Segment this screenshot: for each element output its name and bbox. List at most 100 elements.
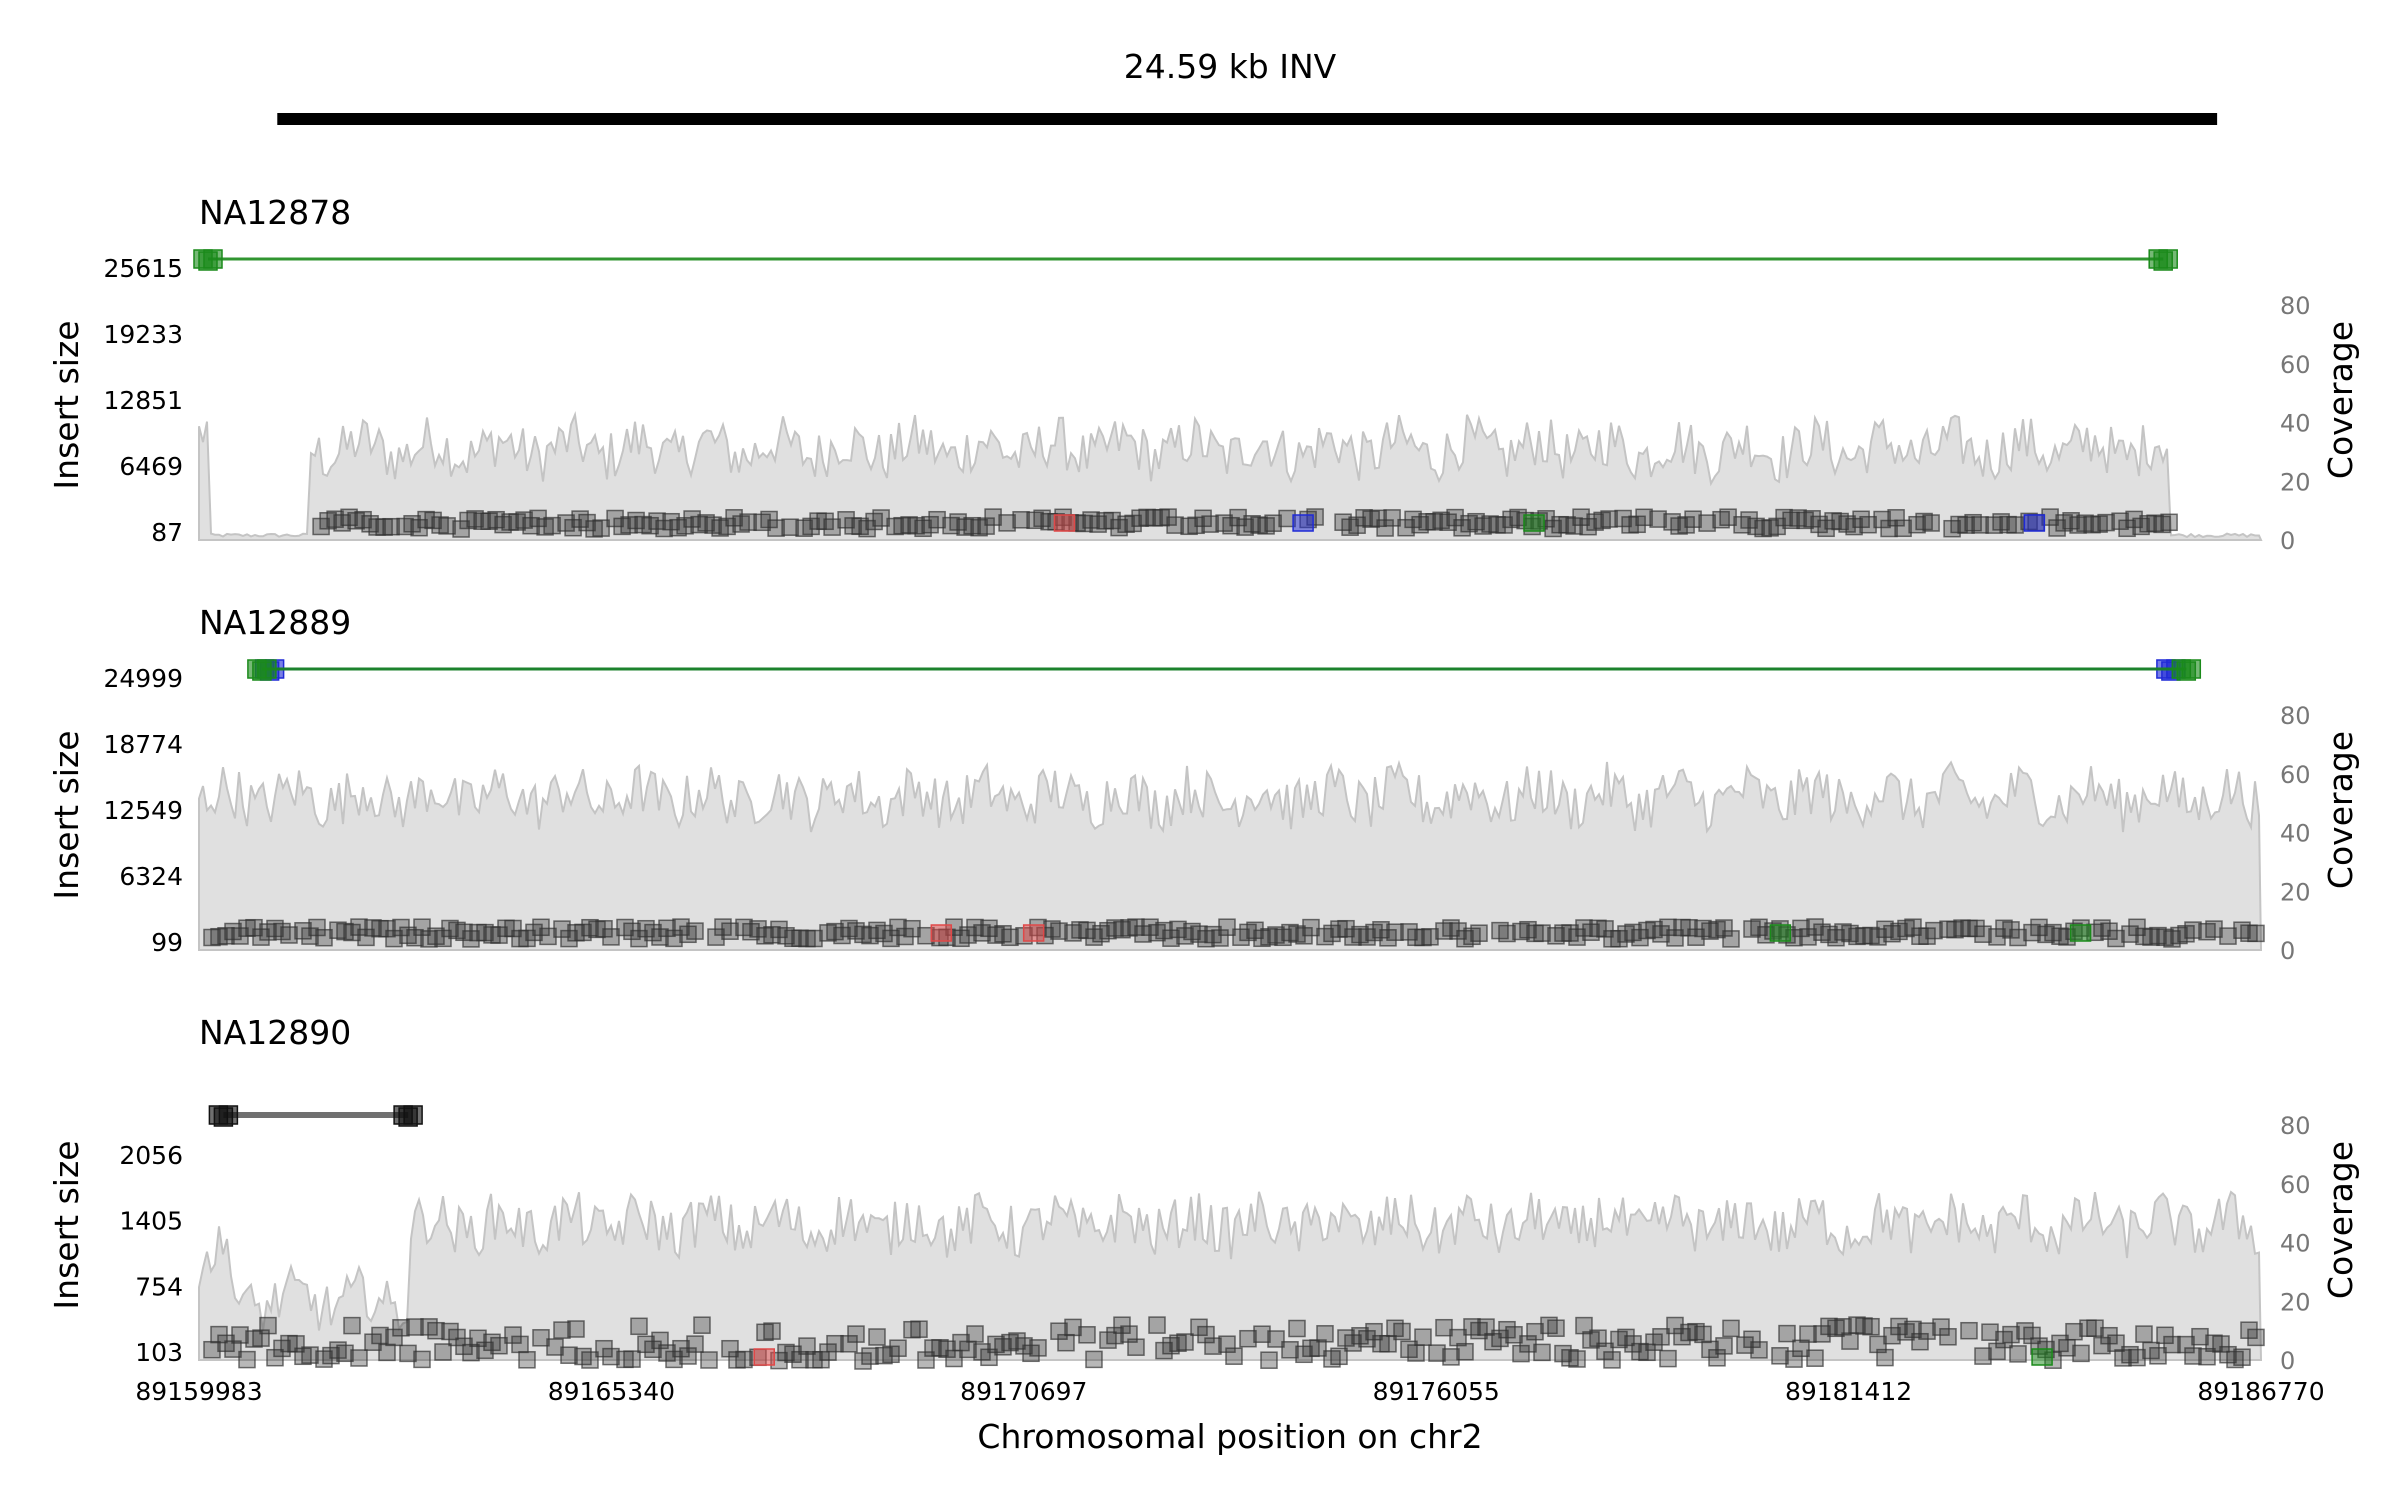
read-pair-marker	[2156, 928, 2174, 947]
read-pair-marker	[1117, 515, 1135, 533]
read-pair-marker	[1337, 1329, 1355, 1347]
read-pair-marker	[840, 1335, 858, 1353]
read-pair-marker	[266, 919, 284, 938]
read-pair-marker	[2090, 515, 2108, 533]
read-pair-marker	[1799, 1325, 1817, 1343]
read-pair-marker	[753, 513, 771, 532]
read-pair-marker	[525, 923, 543, 942]
read-pair-marker	[350, 1349, 368, 1367]
read-pair-marker	[1512, 1344, 1530, 1363]
read-pair-marker	[438, 517, 456, 535]
read-pair-marker	[1995, 919, 2013, 938]
coverage-tick: 80	[2280, 292, 2311, 320]
coverage-label: Coverage	[2321, 731, 2360, 889]
colored-read-marker	[753, 1348, 775, 1366]
read-pair-marker	[781, 518, 799, 536]
read-pair-marker	[2125, 510, 2143, 529]
read-pair-marker	[1099, 921, 1117, 940]
read-pair-marker	[1526, 1322, 1544, 1341]
read-pair-marker	[1638, 1343, 1656, 1362]
read-pair-marker	[1820, 1317, 1838, 1336]
read-pair-marker	[679, 925, 697, 944]
read-pair-marker	[693, 1316, 711, 1334]
read-pair-marker	[1918, 1322, 1936, 1340]
read-pair-marker	[1323, 1350, 1341, 1368]
read-pair-marker	[732, 515, 750, 533]
read-pair-marker	[1201, 515, 1219, 533]
read-pair-marker	[301, 1346, 319, 1364]
read-pair-marker	[1568, 928, 1586, 946]
read-pair-marker	[1677, 516, 1695, 534]
read-pair-marker	[1925, 921, 1943, 940]
read-pair-marker	[2160, 513, 2178, 532]
read-pair-marker	[1162, 929, 1180, 947]
read-pair-marker	[1435, 922, 1453, 940]
read-pair-marker	[742, 922, 760, 941]
read-pair-marker	[1253, 929, 1271, 948]
read-pair-marker	[1169, 920, 1187, 939]
read-pair-marker	[623, 1350, 641, 1368]
read-pair-marker	[1064, 924, 1082, 942]
read-pair-marker	[910, 1320, 928, 1338]
read-pair-marker	[1001, 1333, 1019, 1352]
read-pair-marker	[2023, 923, 2041, 942]
read-pair-marker	[1575, 1316, 1593, 1335]
read-pair-marker	[578, 513, 596, 532]
read-pair-marker	[1113, 1316, 1131, 1334]
read-pair-marker	[854, 925, 872, 944]
read-pair-marker	[1736, 1336, 1754, 1354]
insert-size-tick: 1405	[119, 1207, 183, 1236]
sample-panel-na12878: NA12878 25615 19233 12851 6469 87 Insert size 0…	[47, 193, 2360, 555]
read-pair-marker	[385, 1328, 403, 1347]
read-pair-marker	[686, 1335, 704, 1353]
read-pair-marker	[1586, 513, 1604, 531]
read-pair-marker	[294, 1347, 312, 1366]
read-pair-marker	[721, 1339, 739, 1358]
coverage-tick: 60	[2280, 761, 2311, 789]
read-pair-marker	[434, 1343, 452, 1361]
read-pair-marker	[1232, 928, 1250, 946]
read-pair-marker	[536, 518, 554, 536]
read-pair-marker	[1250, 516, 1268, 534]
read-pair-marker	[861, 1347, 879, 1365]
read-pair-marker	[2184, 921, 2202, 939]
read-pair-marker	[1281, 1341, 1299, 1359]
read-pair-marker	[203, 928, 221, 947]
read-pair-marker	[2009, 1345, 2027, 1363]
read-pair-marker	[966, 1325, 984, 1343]
read-pair-marker	[889, 1339, 907, 1357]
read-pair-marker	[1309, 1339, 1327, 1357]
read-pair-marker	[2023, 1326, 2041, 1345]
read-pair-marker	[2198, 922, 2216, 941]
read-pair-marker	[1876, 1348, 1894, 1367]
read-pair-marker	[1386, 1319, 1404, 1338]
read-pair-marker	[1603, 1351, 1621, 1369]
read-pair-marker	[1547, 927, 1565, 945]
read-pair-marker	[1344, 1334, 1362, 1352]
read-pair-marker	[1267, 926, 1285, 944]
read-pair-marker	[2107, 929, 2125, 948]
read-pair-marker	[1684, 510, 1702, 528]
read-pair-marker	[1411, 515, 1429, 534]
read-pair-marker	[763, 926, 781, 944]
read-pair-marker	[2055, 514, 2073, 532]
read-pair-marker	[1743, 920, 1761, 938]
read-pair-marker	[1827, 1319, 1845, 1338]
read-pair-marker	[1253, 1325, 1271, 1343]
read-pair-marker	[245, 918, 263, 937]
read-pair-marker	[2233, 1348, 2251, 1366]
read-pair-marker	[1103, 511, 1121, 530]
read-pair-marker	[1974, 1347, 1992, 1365]
read-pair-marker	[1600, 510, 1618, 528]
read-pair-marker	[1834, 923, 1852, 941]
read-pair-marker	[1887, 509, 1905, 527]
read-pair-marker	[1862, 926, 1880, 945]
read-pair-marker	[1113, 920, 1131, 939]
read-pair-marker	[1001, 928, 1019, 947]
read-pair-marker	[1456, 929, 1474, 948]
read-pair-marker	[1974, 925, 1992, 943]
read-pair-marker	[2146, 514, 2164, 532]
colored-read-marker	[2031, 1348, 2053, 1366]
read-pair-marker	[1666, 1316, 1684, 1335]
read-pair-marker	[371, 1326, 389, 1345]
